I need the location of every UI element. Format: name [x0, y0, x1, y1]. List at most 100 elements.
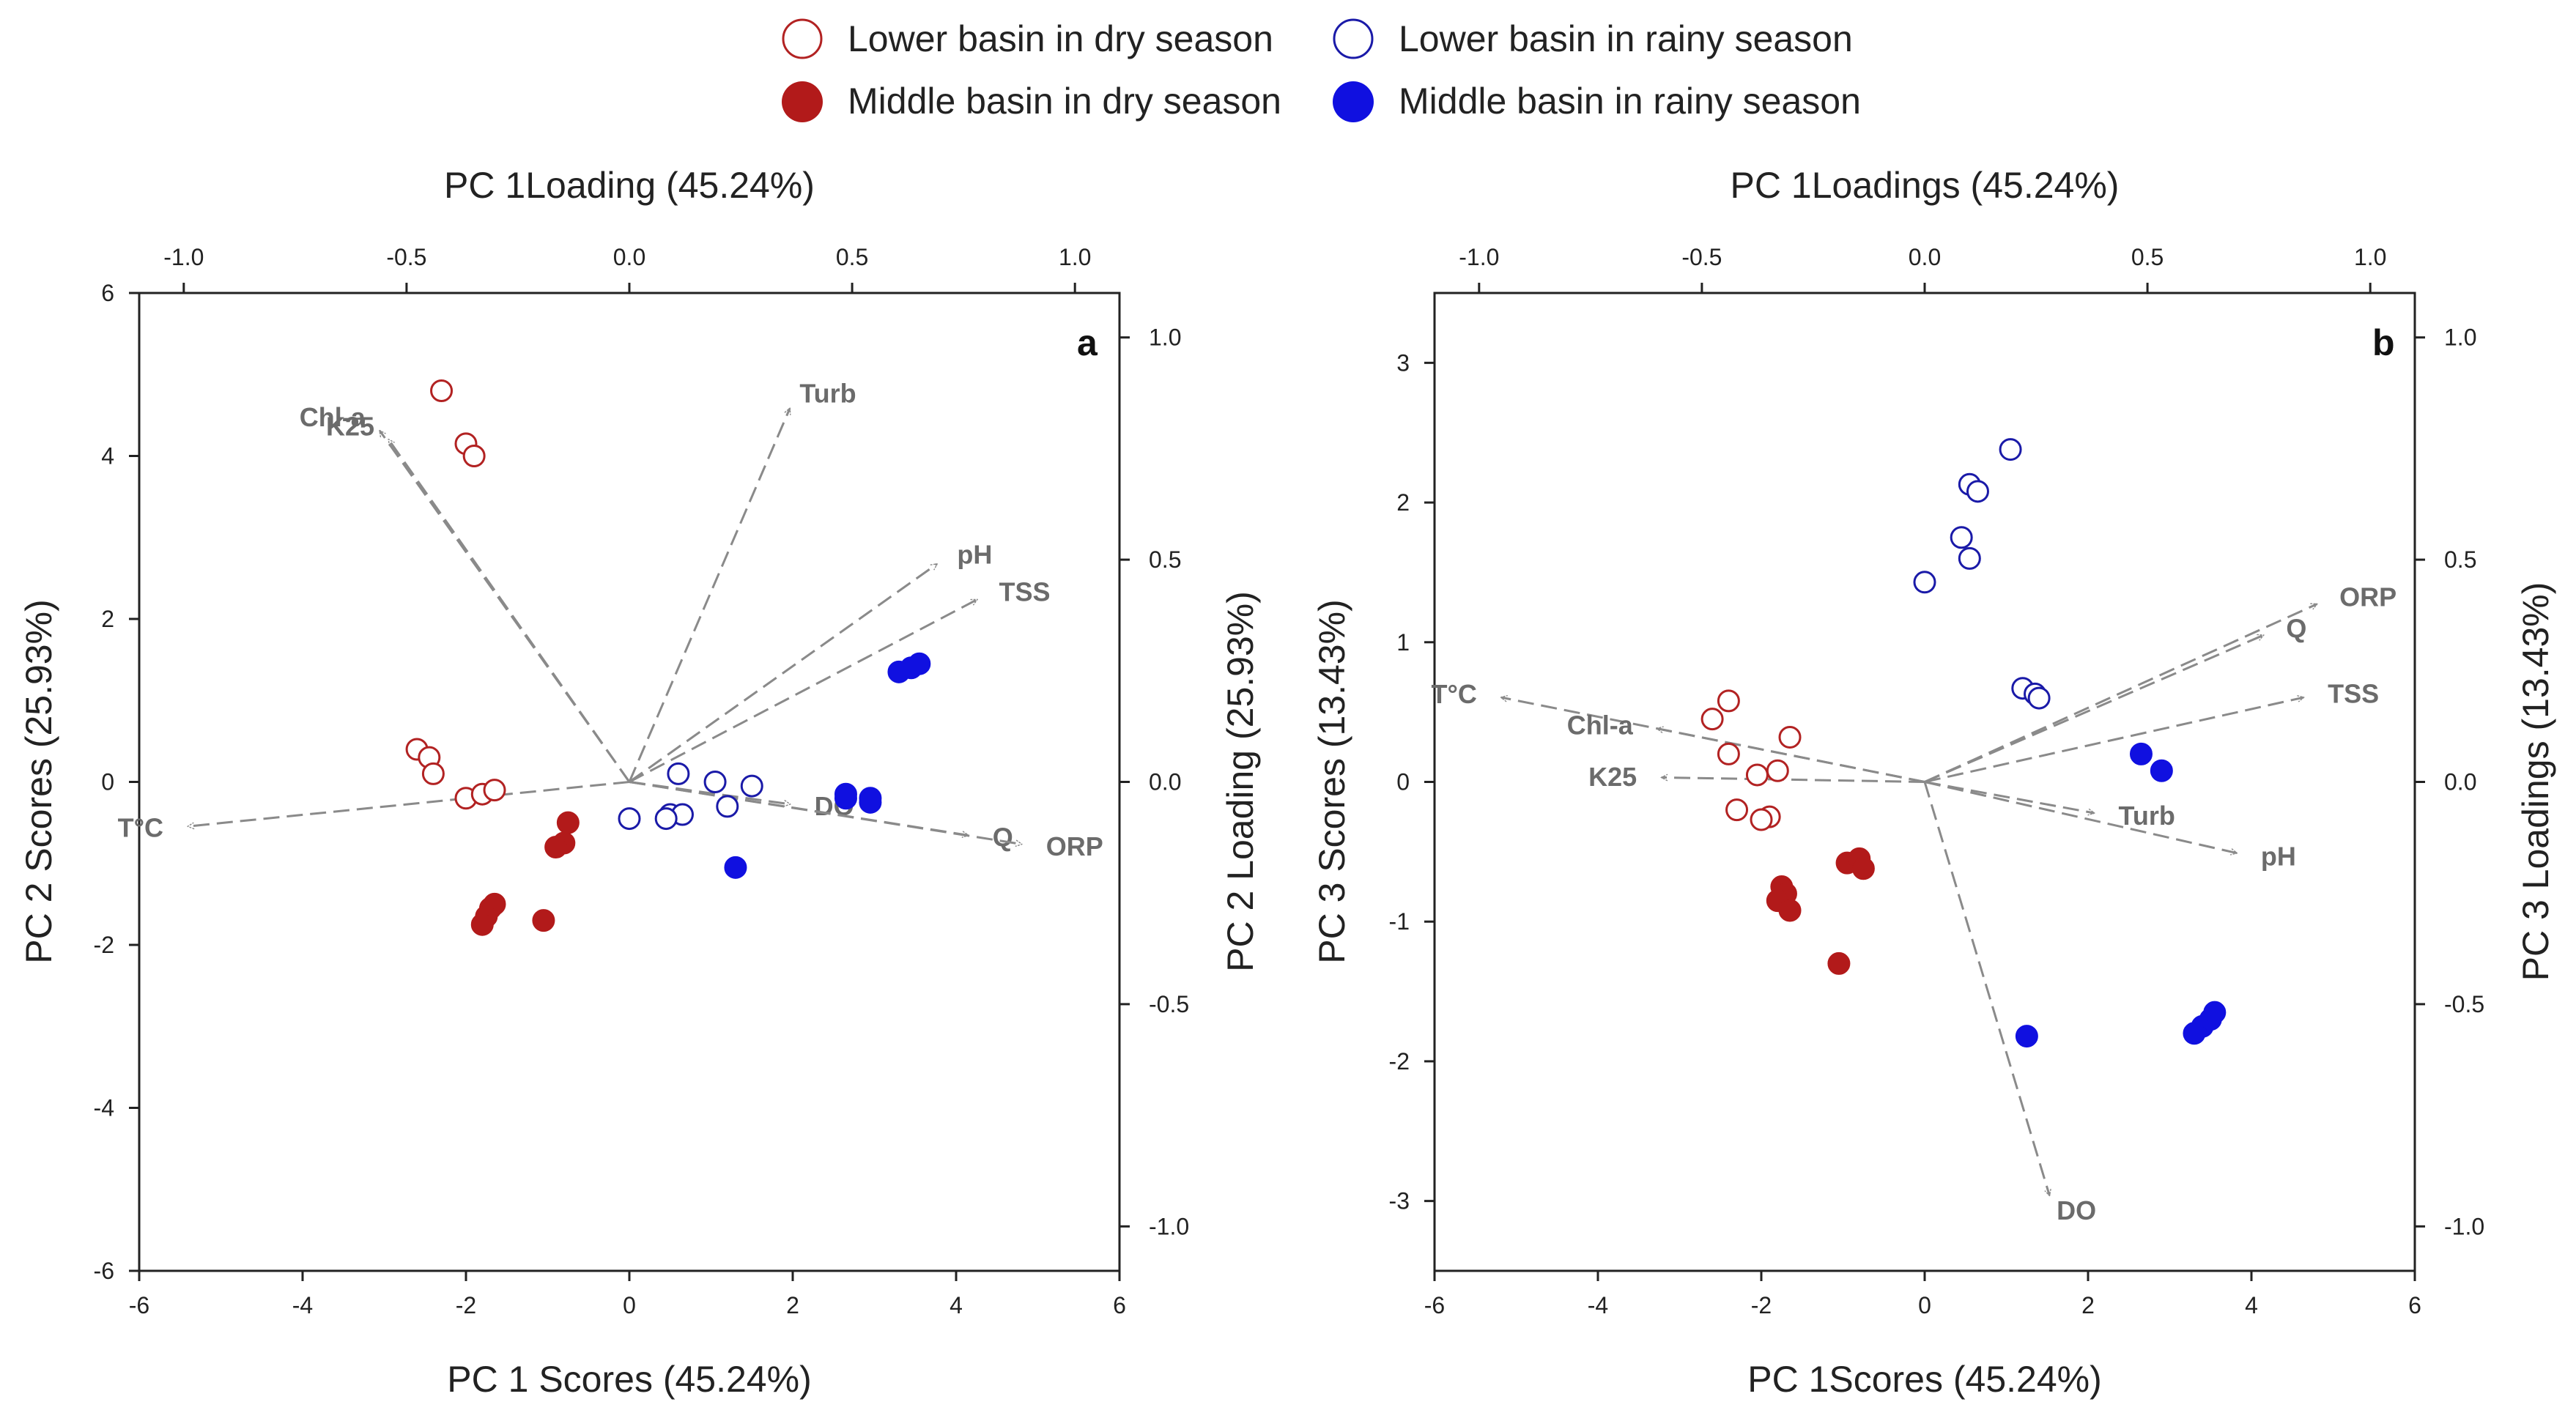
- panel-b-vector-k25: [1662, 777, 1925, 782]
- panel-b-vector-label-tss: TSS: [2328, 678, 2379, 708]
- panel-b-vector-label-k25: K25: [1588, 762, 1637, 792]
- panel-b-vector-label-ph: pH: [2261, 841, 2296, 871]
- panel-a-right-tick-label: -1.0: [1149, 1213, 1189, 1239]
- panel-b-vector-label-t-c: T°C: [1431, 679, 1476, 709]
- panel-a-x-tick-label: -6: [129, 1292, 149, 1318]
- panel-a-point-middle-basin-in-dry-season: [470, 913, 494, 936]
- panel-a-point-middle-basin-in-rainy-season: [908, 652, 931, 675]
- legend: Lower basin in dry season Lower basin in…: [782, 18, 1861, 122]
- panel-b-vector-tss: [1924, 697, 2303, 783]
- panel-b-point-lower-basin-in-dry-season: [1725, 798, 1749, 822]
- panel-b-vector-label-do: DO: [2057, 1195, 2096, 1225]
- panel-a-x-tick-label: 0: [623, 1292, 636, 1318]
- panel-b-top-axis-title: PC 1Loadings (45.24%): [1731, 165, 2120, 206]
- panel-a-vector-label-k25: K25: [326, 411, 374, 441]
- panel-b-point-lower-basin-in-rainy-season: [1966, 480, 1989, 503]
- panel-b-y-tick-label: 0: [1396, 769, 1410, 795]
- panel-b-vector-label-turb: Turb: [2119, 801, 2175, 831]
- panel-a-point-middle-basin-in-dry-season: [556, 811, 580, 834]
- panel-a-y-tick-label: 4: [101, 443, 114, 470]
- panel-b-point-middle-basin-in-dry-season: [1851, 857, 1875, 880]
- panel-b-x-tick-label: 6: [2408, 1292, 2421, 1318]
- panel-b-loading-vectors: ORP Q TSS T°C Chl-a K25 Turb pH DO: [1431, 582, 2397, 1225]
- panel-a-vector-ph: [629, 564, 937, 783]
- panel-a-right-tick-label: 0.5: [1149, 546, 1181, 573]
- panel-a-x-tick-label: 4: [950, 1292, 963, 1318]
- panel-a-point-middle-basin-in-rainy-season: [724, 856, 747, 879]
- panel-b-point-lower-basin-in-rainy-season: [2027, 686, 2051, 710]
- panel-b-point-middle-basin-in-dry-season: [1778, 899, 1802, 922]
- panel-b-y-tick-label: -3: [1389, 1188, 1410, 1214]
- panel-a-vector-tss: [629, 600, 977, 783]
- panel-a-vector-label-ph: pH: [957, 539, 992, 569]
- panel-a-point-lower-basin-in-rainy-season: [618, 807, 641, 831]
- legend-label-lower-rainy: Lower basin in rainy season: [1399, 18, 1853, 59]
- panel-a-score-points: [405, 379, 931, 936]
- panel-b-vector-q: [1924, 635, 2263, 783]
- legend-label-middle-rainy: Middle basin in rainy season: [1399, 81, 1861, 122]
- panel-b-right-tick-label: -1.0: [2444, 1213, 2484, 1239]
- panel-a-x-tick-label: 2: [786, 1292, 799, 1318]
- panel-a-y-tick-label: -6: [94, 1258, 114, 1284]
- panel-a-ticks: -6 -4 -2 0 2 4 6 -6 -4 -2 0 2 4 6 -1.0 -0.5 0.0 0.5 1.0 -1.…: [94, 244, 1190, 1318]
- panel-a-x-tick-label: 6: [1113, 1292, 1126, 1318]
- legend-item-lower-dry: Lower basin in dry season: [782, 18, 1273, 59]
- panel-a-y-tick-label: -4: [94, 1095, 114, 1121]
- panel-b-point-middle-basin-in-rainy-season: [2150, 759, 2173, 782]
- panel-b-vector-turb: [1924, 781, 2094, 813]
- panel-a-x-axis-title: PC 1 Scores (45.24%): [447, 1359, 811, 1400]
- legend-item-middle-rainy: Middle basin in rainy season: [1333, 81, 1861, 122]
- panel-b-y-tick-label: -1: [1389, 908, 1410, 935]
- panel-a-vector-orp: [629, 781, 1021, 845]
- panel-a-top-axis-title: PC 1Loading (45.24%): [444, 165, 815, 206]
- panel-a-vector-label-chl-a: Chl-a: [300, 402, 366, 432]
- panel-a-point-middle-basin-in-rainy-season: [859, 790, 882, 814]
- panel-a-point-lower-basin-in-rainy-season: [716, 795, 739, 818]
- panel-b-x-tick-label: 2: [2081, 1292, 2095, 1318]
- legend-marker-middle-dry: [782, 81, 823, 122]
- panel-a-y-tick-label: 0: [101, 769, 114, 795]
- panel-b-right-tick-label: -0.5: [2444, 991, 2484, 1017]
- panel-a-vector-label-orp: ORP: [1046, 831, 1103, 861]
- panel-b-right-tick-label: 1.0: [2444, 324, 2476, 351]
- panel-b-point-lower-basin-in-rainy-season: [1958, 546, 1981, 570]
- panel-a-x-tick-label: -4: [292, 1292, 313, 1318]
- panel-b-score-points: [1700, 438, 2227, 1048]
- panel-b: -6 -4 -2 0 2 4 6 -3 -2 -1 0 1 2 3 -1.0 -0.5 0.0 0.5 1.0 -1.…: [1311, 165, 2556, 1400]
- panel-a-vector-turb: [628, 409, 790, 783]
- panel-a-y-tick-label: 6: [101, 280, 114, 306]
- panel-b-point-middle-basin-in-rainy-season: [2015, 1025, 2038, 1048]
- panel-b-point-lower-basin-in-dry-season: [1717, 742, 1740, 765]
- panel-a-top-tick-label: -0.5: [386, 244, 426, 270]
- panel-b-x-tick-label: 0: [1918, 1292, 1931, 1318]
- panel-a-y-tick-label: -2: [94, 932, 114, 958]
- panel-b-y-tick-label: 1: [1396, 629, 1410, 656]
- panel-b-top-tick-label: 0.5: [2131, 244, 2164, 270]
- panel-b-x-tick-label: -2: [1751, 1292, 1772, 1318]
- panel-a-right-tick-label: 0.0: [1149, 769, 1181, 795]
- panel-b-y-axis-title: PC 3 Scores (13.43%): [1311, 599, 1352, 963]
- panel-a-point-lower-basin-in-dry-season: [483, 779, 506, 802]
- panel-b-right-axis-title: PC 3 Loadings (13.43%): [2515, 582, 2556, 982]
- panel-b-vector-orp: [1924, 604, 2317, 783]
- panel-b-point-lower-basin-in-rainy-season: [1913, 571, 1936, 594]
- panel-a-x-tick-label: -2: [456, 1292, 476, 1318]
- panel-b-vector-label-q: Q: [2286, 614, 2306, 644]
- panel-a-vector-label-t-c: T°C: [118, 812, 163, 842]
- panel-b-x-tick-label: 4: [2245, 1292, 2258, 1318]
- panel-a-y-tick-label: 2: [101, 606, 114, 632]
- panel-a-point-middle-basin-in-dry-season: [532, 909, 555, 932]
- panel-b-y-tick-label: 2: [1396, 489, 1410, 516]
- panel-a-point-middle-basin-in-dry-season: [544, 836, 568, 858]
- panel-b-vector-do: [1923, 782, 2049, 1195]
- legend-label-middle-dry: Middle basin in dry season: [848, 81, 1281, 122]
- panel-a-vector-k25: [389, 439, 631, 783]
- legend-marker-lower-rainy: [1333, 18, 1374, 59]
- panel-b-point-middle-basin-in-rainy-season: [2129, 742, 2153, 765]
- panel-b-right-tick-label: 0.0: [2444, 769, 2476, 795]
- panel-b-ticks: -6 -4 -2 0 2 4 6 -3 -2 -1 0 1 2 3 -1.0 -0.5 0.0 0.5 1.0 -1.…: [1389, 244, 2485, 1318]
- panel-a-right-tick-label: 1.0: [1149, 324, 1181, 351]
- panel-b-x-tick-label: -4: [1588, 1292, 1608, 1318]
